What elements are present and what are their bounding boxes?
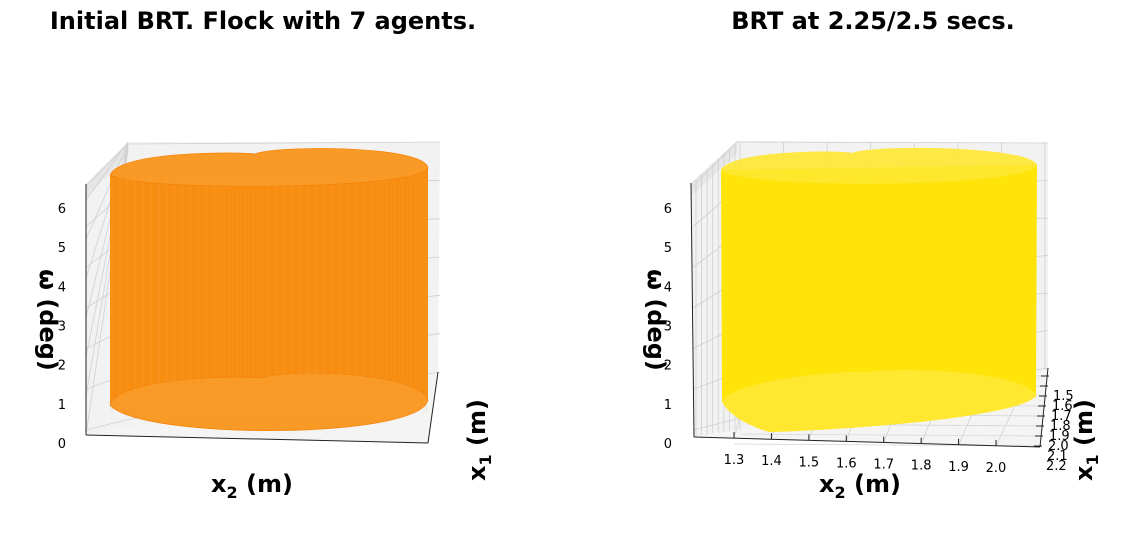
right-ytick-label: 1.7 bbox=[1051, 409, 1072, 424]
right-surface-body bbox=[721, 165, 1037, 432]
right-xtick-label: 1.3 bbox=[724, 453, 745, 468]
right-zlabel: ω (deg) bbox=[642, 269, 670, 371]
left-zgrid bbox=[85, 141, 129, 201]
right-ytick-label: 1.5 bbox=[1053, 389, 1074, 404]
svg-text:ω (deg): ω (deg) bbox=[642, 269, 670, 371]
right-ygrid-floor bbox=[740, 433, 1042, 437]
left-surface bbox=[109, 148, 429, 431]
left-surface-top bbox=[109, 148, 429, 187]
right-xtick-label: 1.5 bbox=[799, 455, 820, 470]
right-ztick-label: 6 bbox=[664, 202, 672, 217]
right-top-pane bbox=[691, 141, 737, 196]
left-plot: Initial BRT. Flock with 7 agents. 0 1 2 3 4 5… bbox=[34, 7, 495, 502]
right-surface bbox=[721, 147, 1037, 432]
right-xtick-label: 1.4 bbox=[761, 454, 782, 469]
right-y-ticks: 1.51.61.71.81.92.02.12.2 bbox=[1034, 375, 1074, 474]
left-title: Initial BRT. Flock with 7 agents. bbox=[50, 7, 476, 35]
right-ytick-label: 1.9 bbox=[1049, 429, 1070, 444]
left-ztick-label: 5 bbox=[58, 241, 66, 256]
right-z-axis bbox=[690, 182, 695, 438]
left-ztick-label: 6 bbox=[58, 202, 66, 217]
right-y-axis bbox=[1039, 367, 1049, 448]
left-zlabel: ω (deg) bbox=[34, 269, 62, 371]
svg-text:ω (deg): ω (deg) bbox=[34, 269, 62, 371]
right-ytick-label: 2.2 bbox=[1046, 459, 1067, 474]
right-ztick-label: 4 bbox=[664, 280, 672, 295]
right-ztick-label: 0 bbox=[664, 437, 672, 452]
right-surface-top bbox=[721, 147, 1037, 184]
right-surface-bottom bbox=[722, 369, 1036, 432]
right-xlabel: x2 (m) bbox=[819, 470, 901, 502]
left-ztick-label: 1 bbox=[58, 398, 66, 413]
left-ztick-label: 4 bbox=[58, 280, 66, 295]
right-ytick-label: 1.6 bbox=[1052, 399, 1073, 414]
left-top-pane bbox=[86, 142, 128, 197]
right-zgrid-back bbox=[736, 141, 1049, 144]
right-ztick-label: 1 bbox=[664, 398, 672, 413]
right-xtick-label: 1.6 bbox=[836, 456, 857, 471]
right-x-ticks: 1.3 1.4 1.5 1.6 1.7 1.8 1.9 2.0 bbox=[724, 432, 1007, 476]
left-xlabel: x2 (m) bbox=[211, 470, 293, 502]
right-ztick-label: 2 bbox=[664, 359, 672, 374]
left-ztick-label: 0 bbox=[58, 437, 66, 452]
left-ylabel: x1 (m) bbox=[463, 399, 495, 481]
right-xtick-label: 1.8 bbox=[911, 459, 932, 474]
left-z-ticks: 0 1 2 3 4 5 6 bbox=[58, 202, 66, 452]
left-x-axis bbox=[85, 434, 429, 444]
left-zgrid-back bbox=[127, 141, 441, 145]
right-title: BRT at 2.25/2.5 secs. bbox=[731, 7, 1015, 35]
right-ztick-label: 3 bbox=[664, 320, 672, 335]
svg-text:x1 (m): x1 (m) bbox=[463, 399, 495, 481]
left-surface-mesh bbox=[111, 178, 427, 412]
left-y-axis bbox=[427, 371, 439, 444]
right-z-ticks: 0 1 2 3 4 5 6 bbox=[664, 202, 672, 452]
right-ytick-label: 2.1 bbox=[1047, 449, 1068, 464]
right-xtick-label: 1.9 bbox=[948, 460, 969, 475]
right-ztick-label: 5 bbox=[664, 241, 672, 256]
right-ytick-label: 2.0 bbox=[1048, 439, 1069, 454]
left-zgrid-side bbox=[85, 419, 129, 431]
right-x-axis bbox=[693, 436, 1041, 448]
right-xtick-label: 2.0 bbox=[986, 461, 1007, 476]
svg-text:x1 (m): x1 (m) bbox=[1070, 399, 1102, 481]
left-ztick-label: 2 bbox=[58, 359, 66, 374]
right-ylabel: x1 (m) bbox=[1070, 399, 1102, 481]
right-ytick-label: 1.8 bbox=[1050, 419, 1071, 434]
left-ztick-label: 3 bbox=[58, 320, 66, 335]
left-zgrid bbox=[85, 143, 129, 240]
left-zgrid-side bbox=[85, 143, 129, 187]
right-xtick-label: 1.7 bbox=[873, 458, 894, 473]
